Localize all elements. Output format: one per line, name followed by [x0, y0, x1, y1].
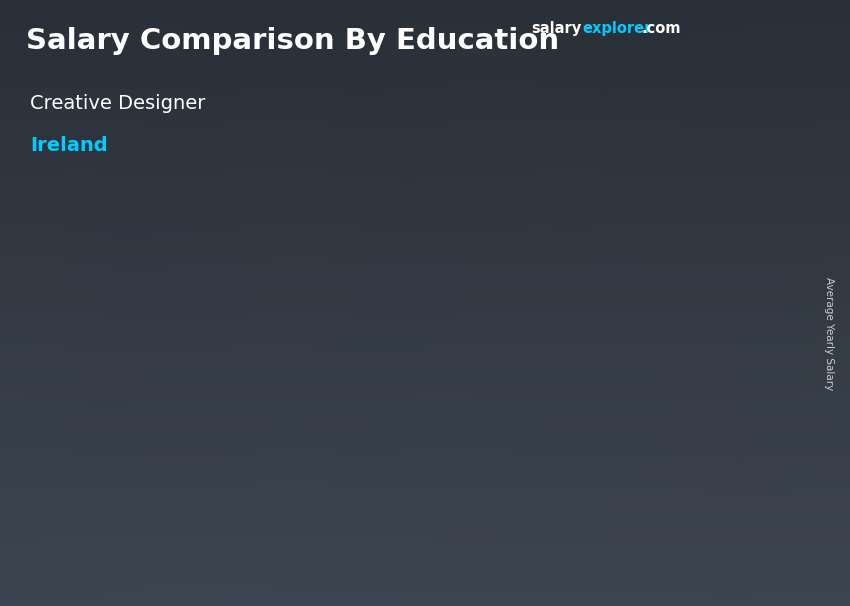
- Polygon shape: [246, 342, 288, 352]
- Text: 32,400 EUR: 32,400 EUR: [454, 267, 549, 282]
- Text: Ireland: Ireland: [30, 136, 107, 155]
- Text: .com: .com: [642, 21, 681, 36]
- Polygon shape: [195, 371, 210, 497]
- Polygon shape: [600, 224, 643, 235]
- Polygon shape: [279, 352, 371, 497]
- Polygon shape: [632, 235, 740, 248]
- Polygon shape: [279, 352, 387, 359]
- Bar: [724, 42, 756, 130]
- Text: +41%: +41%: [379, 145, 447, 165]
- Text: +15%: +15%: [203, 256, 270, 276]
- Polygon shape: [424, 283, 467, 293]
- Text: explorer: explorer: [582, 21, 652, 36]
- Text: Average Yearly Salary: Average Yearly Salary: [824, 277, 834, 390]
- Bar: [691, 42, 724, 130]
- Text: 20,000 EUR: 20,000 EUR: [52, 345, 147, 360]
- Text: salary: salary: [531, 21, 581, 36]
- Polygon shape: [371, 352, 387, 497]
- Polygon shape: [456, 293, 563, 303]
- Text: 41,700 EUR: 41,700 EUR: [630, 208, 725, 223]
- Text: Creative Designer: Creative Designer: [30, 94, 205, 113]
- Polygon shape: [103, 371, 210, 378]
- Bar: [659, 42, 691, 130]
- Text: 23,000 EUR: 23,000 EUR: [269, 326, 364, 341]
- Polygon shape: [632, 235, 723, 497]
- Polygon shape: [103, 371, 195, 497]
- Polygon shape: [723, 235, 740, 497]
- Text: Salary Comparison By Education: Salary Comparison By Education: [26, 27, 558, 55]
- Polygon shape: [547, 293, 563, 497]
- Polygon shape: [456, 293, 547, 497]
- Text: +29%: +29%: [556, 113, 623, 133]
